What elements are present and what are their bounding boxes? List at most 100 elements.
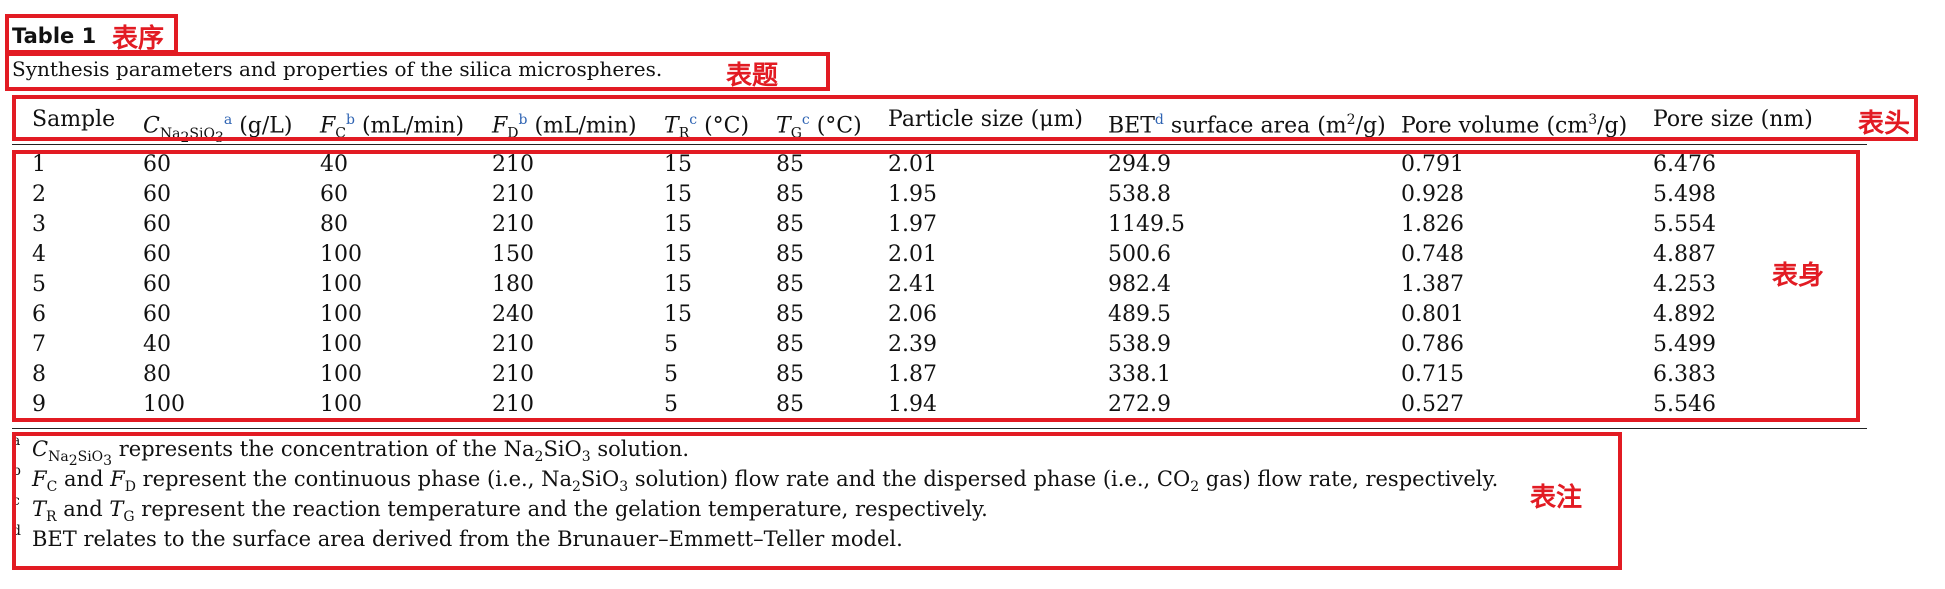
table-row: 7 40 100 210 5 85 2.39 538.9 0.786 5.499 (0, 330, 1945, 360)
header-annotation-box (12, 95, 1918, 141)
cell-tr: 15 (664, 272, 692, 297)
title-annotation-box (5, 52, 830, 91)
cell-sample: 3 (32, 212, 46, 237)
cell-tr: 15 (664, 152, 692, 177)
header-tr: TRc (°C) (664, 112, 750, 142)
cell-tg: 85 (776, 332, 804, 357)
table-row: 2 60 60 210 15 85 1.95 538.8 0.928 5.498 (0, 180, 1945, 210)
cell-concentration: 60 (143, 272, 171, 297)
table-body: 1 60 40 210 15 85 2.01 294.9 0.791 6.476 2 60 60 210 1… (0, 150, 1945, 420)
cell-pore-size: 5.499 (1653, 332, 1716, 357)
header-bet: BETd surface area (m2/g) (1108, 112, 1386, 139)
cell-fc: 100 (320, 332, 362, 357)
cell-pore-volume: 1.387 (1401, 272, 1464, 297)
cell-fc: 100 (320, 392, 362, 417)
cell-particle-size: 2.06 (888, 302, 937, 327)
cell-tg: 85 (776, 242, 804, 267)
cell-tg: 85 (776, 392, 804, 417)
cell-fc: 40 (320, 152, 348, 177)
table-row: 1 60 40 210 15 85 2.01 294.9 0.791 6.476 (0, 150, 1945, 180)
table-row: 5 60 100 180 15 85 2.41 982.4 1.387 4.253 (0, 270, 1945, 300)
cell-pore-volume: 0.527 (1401, 392, 1464, 417)
cell-pore-size: 5.554 (1653, 212, 1716, 237)
header-pore-size: Pore size (nm) (1653, 107, 1813, 132)
cell-bet: 1149.5 (1108, 212, 1185, 237)
cell-concentration: 60 (143, 212, 171, 237)
cell-tg: 85 (776, 212, 804, 237)
cell-pore-volume: 0.928 (1401, 182, 1464, 207)
number-annotation-label: 表序 (112, 24, 165, 54)
cell-fd: 210 (492, 152, 534, 177)
cell-tr: 15 (664, 212, 692, 237)
header-particle-size: Particle size (μm) (888, 107, 1083, 132)
cell-fd: 210 (492, 332, 534, 357)
cell-bet: 538.9 (1108, 332, 1171, 357)
cell-pore-size: 6.383 (1653, 362, 1716, 387)
cell-sample: 6 (32, 302, 46, 327)
cell-pore-size: 6.476 (1653, 152, 1716, 177)
cell-bet: 489.5 (1108, 302, 1171, 327)
header-rule (12, 144, 1867, 145)
cell-particle-size: 2.01 (888, 152, 937, 177)
table-row: 8 80 100 210 5 85 1.87 338.1 0.715 6.383 (0, 360, 1945, 390)
cell-concentration: 40 (143, 332, 171, 357)
footnote-a: a CNa2SiO3 represents the concentration … (12, 433, 690, 469)
cell-bet: 500.6 (1108, 242, 1171, 267)
notes-annotation-box (12, 432, 1622, 570)
table-title: Synthesis parameters and properties of t… (12, 57, 663, 81)
cell-pore-size: 5.498 (1653, 182, 1716, 207)
cell-sample: 2 (32, 182, 46, 207)
cell-pore-size: 4.887 (1653, 242, 1716, 267)
cell-concentration: 60 (143, 152, 171, 177)
cell-bet: 272.9 (1108, 392, 1171, 417)
cell-particle-size: 1.87 (888, 362, 937, 387)
cell-pore-volume: 0.715 (1401, 362, 1464, 387)
cell-tr: 5 (664, 362, 678, 387)
cell-fd: 210 (492, 212, 534, 237)
cell-particle-size: 1.95 (888, 182, 937, 207)
notes-annotation-label: 表注 (1530, 483, 1583, 513)
table-row: 6 60 100 240 15 85 2.06 489.5 0.801 4.892 (0, 300, 1945, 330)
cell-fc: 100 (320, 272, 362, 297)
cell-tg: 85 (776, 272, 804, 297)
cell-tg: 85 (776, 182, 804, 207)
cell-sample: 8 (32, 362, 46, 387)
cell-sample: 7 (32, 332, 46, 357)
table-number: Table 1 (12, 24, 97, 48)
cell-fd: 240 (492, 302, 534, 327)
cell-bet: 982.4 (1108, 272, 1171, 297)
cell-particle-size: 1.97 (888, 212, 937, 237)
cell-fd: 210 (492, 392, 534, 417)
cell-concentration: 60 (143, 182, 171, 207)
cell-pore-size: 5.546 (1653, 392, 1716, 417)
header-fc: FCb (mL/min) (320, 112, 465, 142)
footnote-d: d BET relates to the surface area derive… (12, 523, 903, 551)
title-annotation-label: 表题 (726, 61, 779, 91)
cell-particle-size: 1.94 (888, 392, 937, 417)
header-tg: TGc (°C) (776, 112, 862, 142)
cell-fc: 80 (320, 212, 348, 237)
cell-sample: 4 (32, 242, 46, 267)
cell-bet: 338.1 (1108, 362, 1171, 387)
cell-particle-size: 2.41 (888, 272, 937, 297)
footnote-b: b FC and FD represent the continuous pha… (12, 463, 1499, 496)
cell-pore-volume: 0.786 (1401, 332, 1464, 357)
footnote-c: c TR and TG represent the reaction tempe… (12, 493, 988, 526)
cell-tr: 15 (664, 182, 692, 207)
cell-fc: 100 (320, 242, 362, 267)
cell-tr: 15 (664, 302, 692, 327)
cell-pore-volume: 1.826 (1401, 212, 1464, 237)
cell-pore-volume: 0.801 (1401, 302, 1464, 327)
cell-tr: 5 (664, 332, 678, 357)
cell-fd: 150 (492, 242, 534, 267)
cell-fd: 180 (492, 272, 534, 297)
cell-bet: 294.9 (1108, 152, 1171, 177)
cell-concentration: 60 (143, 242, 171, 267)
cell-particle-size: 2.01 (888, 242, 937, 267)
cell-concentration: 100 (143, 392, 185, 417)
table-row: 3 60 80 210 15 85 1.97 1149.5 1.826 5.554 (0, 210, 1945, 240)
bottom-rule (12, 428, 1867, 429)
header-annotation-label: 表头 (1858, 109, 1911, 139)
table-row: 9 100 100 210 5 85 1.94 272.9 0.527 5.546 (0, 390, 1945, 420)
cell-fd: 210 (492, 362, 534, 387)
